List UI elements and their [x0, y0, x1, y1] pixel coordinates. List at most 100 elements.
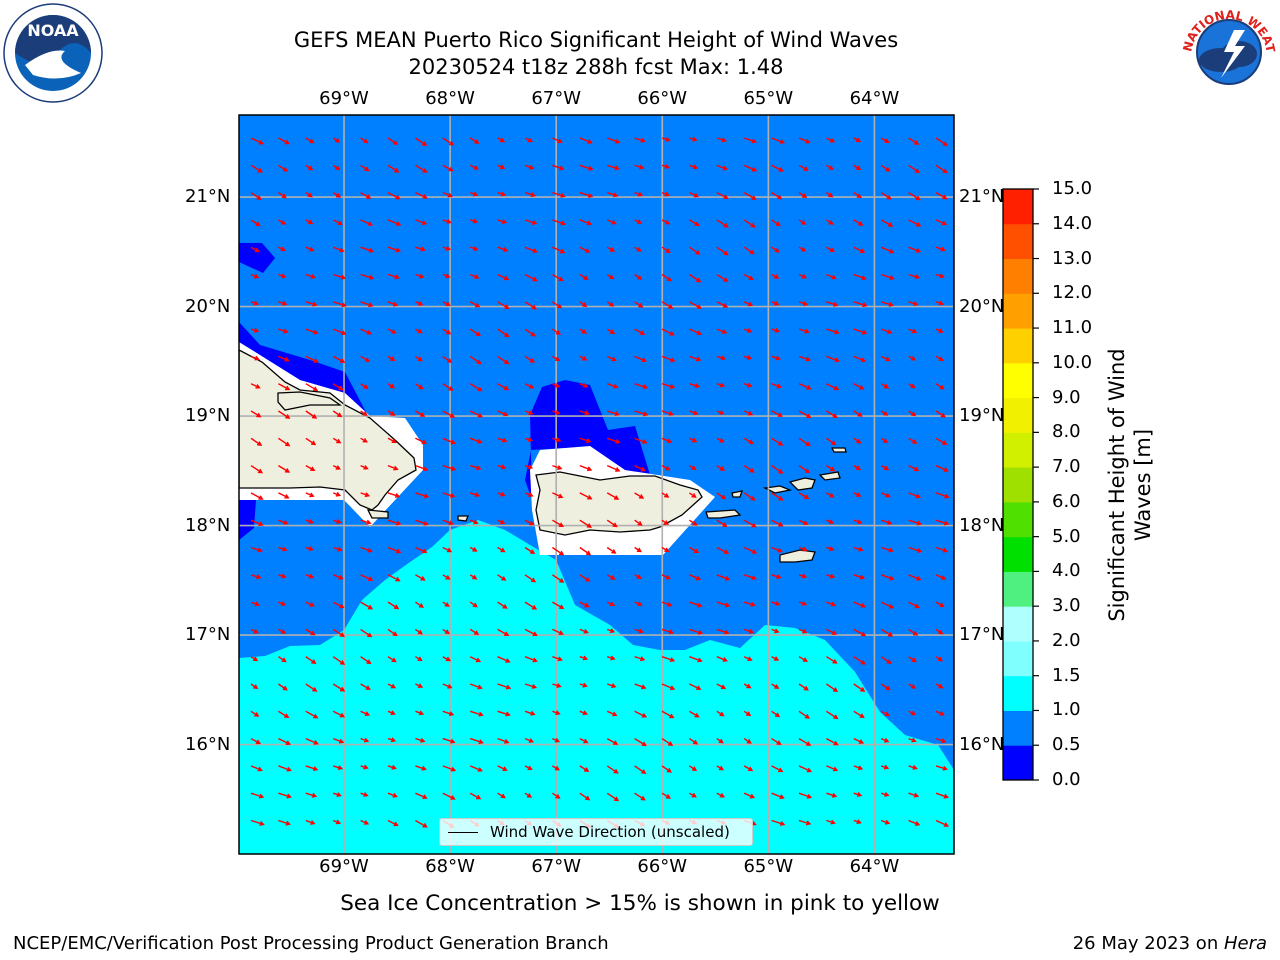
wind-arrow	[661, 355, 676, 363]
wind-arrow	[935, 628, 944, 635]
wind-arrow	[278, 465, 291, 473]
wind-arrow	[524, 137, 533, 143]
colorbar-tick-label: 15.0	[1052, 178, 1093, 199]
wind-arrow	[579, 519, 593, 528]
wind-arrow	[716, 465, 726, 471]
wind-arrow	[716, 574, 731, 581]
wind-arrow	[360, 601, 374, 610]
wind-arrow	[497, 219, 508, 224]
wind-arrow	[634, 765, 647, 774]
wind-arrow	[798, 819, 812, 826]
wind-arrow	[661, 656, 676, 663]
colorbar-segment	[1003, 501, 1033, 538]
lon-label: 67°W	[531, 856, 582, 877]
wind-arrow	[552, 301, 563, 309]
wind-arrow	[497, 710, 511, 717]
wind-arrow	[661, 437, 673, 444]
colorbar-tick-label: 0.5	[1052, 734, 1081, 756]
wind-arrow	[469, 656, 482, 663]
wind-arrow	[442, 737, 456, 744]
wind-arrow	[332, 464, 341, 470]
wind-arrow	[387, 764, 397, 770]
noaa-logo: NOAA	[3, 3, 103, 103]
wind-arrow	[634, 273, 643, 280]
wind-arrow	[387, 492, 401, 498]
wind-arrow	[935, 437, 948, 445]
wind-arrow	[798, 710, 811, 719]
wind-arrow	[415, 328, 423, 334]
wind-arrow	[250, 355, 260, 361]
lon-label: 65°W	[743, 856, 794, 877]
wind-arrow	[853, 383, 865, 390]
wind-arrow	[552, 164, 565, 171]
wind-arrow	[332, 519, 342, 524]
wind-arrow	[689, 301, 702, 309]
wind-arrow	[469, 601, 478, 608]
wind-arrow	[880, 574, 895, 581]
wind-arrow	[305, 792, 318, 798]
wind-arrow	[579, 355, 588, 361]
wind-arrow	[552, 246, 566, 254]
wind-arrow	[524, 464, 534, 470]
wind-arrow	[552, 409, 561, 415]
wind-arrow	[908, 355, 917, 361]
wind-arrow	[469, 464, 482, 471]
wind-arrow	[716, 683, 727, 690]
wind-arrow	[497, 301, 510, 309]
wind-arrow	[853, 628, 867, 637]
wind-arrow	[579, 301, 588, 307]
wind-arrow	[798, 164, 809, 171]
wind-arrow	[689, 246, 701, 255]
wind-arrow	[826, 164, 834, 170]
wind-arrow	[853, 519, 863, 525]
wind-arrow	[880, 792, 890, 797]
wind-arrow	[332, 246, 345, 253]
wind-arrow	[771, 574, 782, 580]
wind-arrow	[661, 574, 671, 580]
wind-arrow	[743, 683, 752, 689]
wind-arrow	[798, 273, 808, 279]
colorbar-tick-label: 4.0	[1052, 560, 1081, 582]
wind-arrow	[360, 437, 368, 443]
wind-arrow	[387, 219, 402, 226]
wind-arrow	[880, 737, 890, 743]
wind-arrow	[634, 683, 647, 690]
wind-arrow	[332, 710, 346, 718]
wind-arrow	[853, 219, 864, 226]
wind-arrow	[360, 219, 373, 226]
wind-arrow	[442, 683, 453, 689]
wind-arrow	[743, 137, 757, 144]
wind-arrow	[716, 519, 728, 527]
colorbar-segment	[1003, 606, 1033, 642]
wind-arrow	[743, 656, 753, 661]
wind-arrow	[716, 738, 724, 744]
wind-arrow	[524, 328, 536, 337]
wind-arrow	[278, 410, 291, 419]
wind-arrow	[689, 792, 697, 798]
wind-arrow	[332, 273, 347, 280]
wind-arrow	[497, 765, 508, 772]
wind-arrow	[524, 737, 535, 743]
wind-arrow	[305, 737, 319, 745]
map-legend: Wind Wave Direction (unscaled)	[439, 818, 753, 846]
wind-arrow	[442, 492, 456, 498]
wind-arrow	[442, 164, 454, 172]
wind-arrow	[387, 574, 401, 582]
wind-arrow	[798, 519, 809, 526]
wind-arrow	[497, 491, 506, 497]
wind-arrow	[743, 273, 754, 281]
wind-arrow	[689, 136, 698, 142]
wind-arrow	[880, 328, 893, 335]
nws-logo: NATIONAL WEATHER SERVICE	[1178, 2, 1278, 100]
wind-arrow	[360, 656, 372, 665]
wind-arrow	[853, 355, 867, 363]
wind-arrow	[442, 355, 453, 363]
wind-arrows	[250, 136, 950, 828]
wind-arrow	[853, 546, 864, 552]
wind-arrow	[469, 246, 479, 251]
wind-arrow	[716, 164, 729, 171]
wind-arrow	[716, 191, 729, 199]
wind-arrow	[250, 383, 261, 389]
wind-arrow	[442, 519, 454, 526]
wind-arrow	[250, 628, 259, 634]
